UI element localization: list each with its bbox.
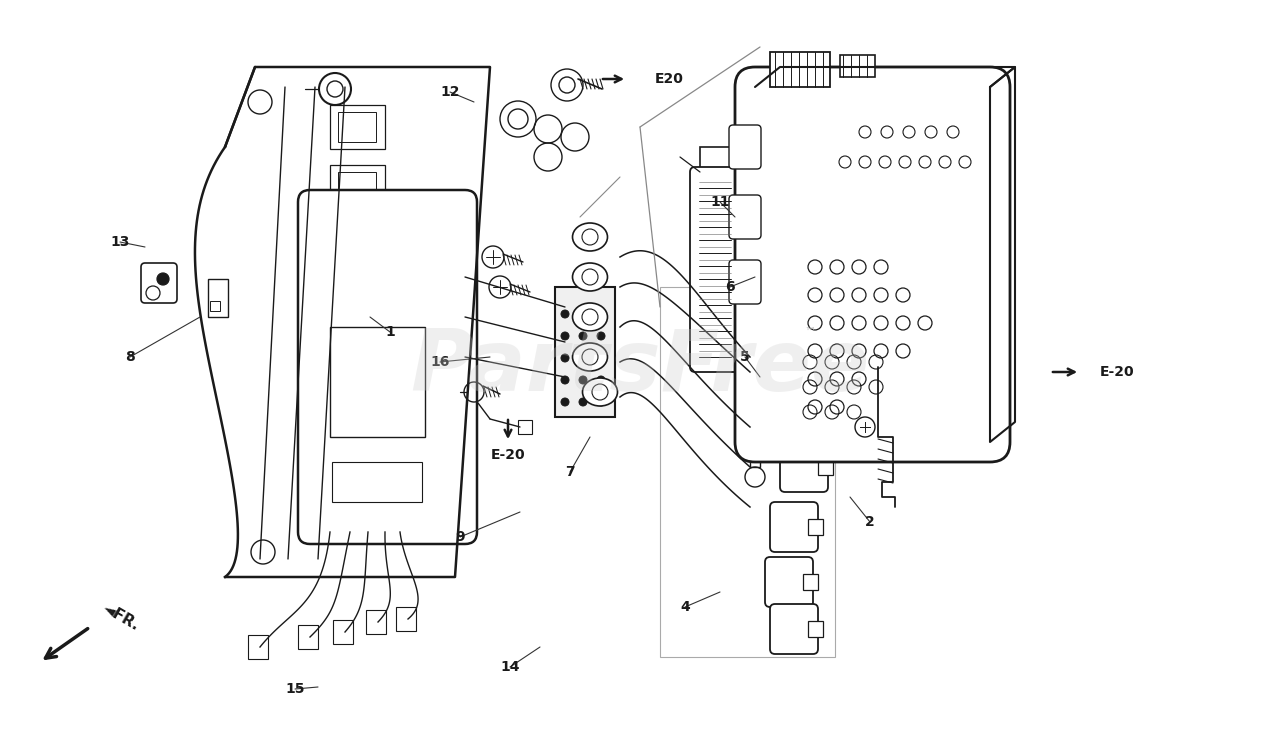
Bar [518, 420, 532, 434]
FancyBboxPatch shape [690, 167, 740, 372]
Bar [556, 287, 614, 417]
Text: 8: 8 [125, 350, 134, 364]
Text: 6: 6 [726, 280, 735, 294]
Text: 2: 2 [865, 515, 874, 529]
Bar [330, 365, 385, 409]
Text: 12: 12 [440, 85, 460, 99]
Circle shape [579, 398, 588, 406]
Bar [333, 620, 353, 644]
Bar [210, 301, 220, 311]
Bar [330, 225, 385, 269]
Text: 1: 1 [385, 325, 394, 339]
Circle shape [561, 376, 570, 384]
Bar [818, 399, 833, 415]
Bar [338, 232, 376, 262]
Bar [330, 105, 385, 149]
Text: 14: 14 [500, 660, 520, 674]
Bar [813, 349, 828, 365]
Bar [660, 287, 835, 657]
Bar [771, 52, 829, 87]
Circle shape [319, 73, 351, 105]
Text: ™: ™ [804, 327, 815, 337]
Bar [338, 292, 376, 322]
Circle shape [561, 310, 570, 318]
Bar [330, 327, 425, 437]
Bar [330, 165, 385, 209]
Circle shape [579, 332, 588, 340]
Text: ◄FR.: ◄FR. [100, 601, 142, 633]
Circle shape [596, 354, 605, 362]
Circle shape [561, 398, 570, 406]
Circle shape [561, 354, 570, 362]
FancyBboxPatch shape [780, 442, 828, 492]
Text: 11: 11 [710, 195, 730, 209]
Bar [338, 372, 376, 402]
Bar [330, 285, 385, 329]
FancyBboxPatch shape [730, 195, 762, 239]
Bar [338, 112, 376, 142]
FancyBboxPatch shape [730, 125, 762, 169]
FancyBboxPatch shape [771, 604, 818, 654]
Bar [207, 279, 228, 317]
FancyBboxPatch shape [141, 263, 177, 303]
Bar [338, 437, 376, 467]
Ellipse shape [572, 223, 608, 251]
Circle shape [596, 376, 605, 384]
Bar [248, 635, 268, 659]
FancyBboxPatch shape [780, 382, 828, 432]
Bar [818, 459, 833, 475]
Text: E20: E20 [655, 72, 684, 86]
Bar [338, 172, 376, 202]
Circle shape [579, 376, 588, 384]
Circle shape [579, 354, 588, 362]
Ellipse shape [572, 263, 608, 291]
Bar [808, 519, 823, 535]
Bar [366, 610, 387, 634]
FancyBboxPatch shape [774, 332, 823, 382]
Bar [332, 462, 422, 502]
Bar [330, 430, 385, 474]
Bar [298, 625, 317, 649]
Text: 15: 15 [285, 682, 305, 696]
Text: 16: 16 [430, 355, 449, 369]
Ellipse shape [572, 343, 608, 371]
Bar [700, 147, 755, 192]
Bar [803, 574, 818, 590]
FancyBboxPatch shape [735, 67, 1010, 462]
Text: PartsFree: PartsFree [411, 326, 869, 409]
Bar [396, 607, 416, 631]
Bar [808, 621, 823, 637]
FancyBboxPatch shape [730, 260, 762, 304]
Circle shape [561, 332, 570, 340]
Bar [750, 337, 760, 467]
FancyBboxPatch shape [771, 502, 818, 552]
Text: E-20: E-20 [490, 448, 525, 462]
Ellipse shape [582, 378, 617, 406]
Text: 7: 7 [566, 465, 575, 479]
Circle shape [596, 398, 605, 406]
Circle shape [157, 273, 169, 285]
Text: 9: 9 [456, 530, 465, 544]
Text: E-20: E-20 [1100, 365, 1134, 379]
FancyBboxPatch shape [298, 190, 477, 544]
Text: 4: 4 [680, 600, 690, 614]
Circle shape [596, 332, 605, 340]
Circle shape [579, 310, 588, 318]
Text: 5: 5 [740, 350, 750, 364]
FancyBboxPatch shape [765, 557, 813, 607]
Ellipse shape [572, 303, 608, 331]
Circle shape [596, 310, 605, 318]
Bar [840, 55, 876, 77]
Text: 13: 13 [110, 235, 129, 249]
